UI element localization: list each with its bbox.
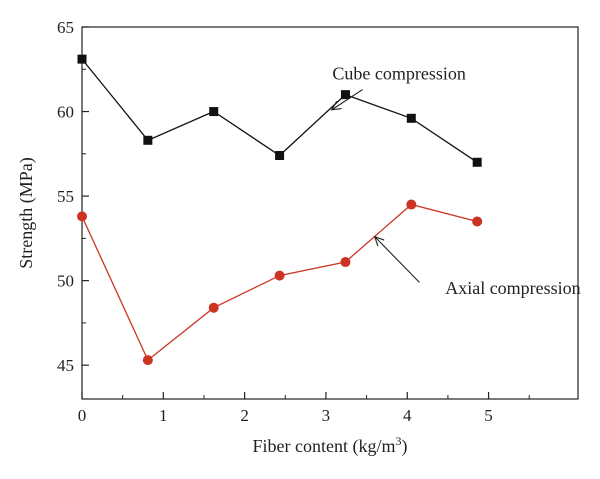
- data-point: [77, 211, 87, 222]
- y-tick-label: 55: [57, 187, 74, 206]
- data-point: [274, 270, 285, 281]
- x-axis-label: Fiber content (kg/m3): [253, 434, 408, 457]
- x-tick-label: 5: [484, 406, 493, 425]
- x-tick-label: 3: [322, 406, 331, 425]
- data-point: [275, 151, 285, 161]
- data-point: [209, 107, 219, 117]
- data-point: [208, 302, 219, 313]
- x-axis-ticks: 0 1 2 3 4 5: [78, 392, 530, 425]
- y-tick-label: 65: [57, 18, 74, 37]
- y-axis-label: Strength (MPa): [16, 157, 37, 269]
- x-tick-label: 1: [159, 406, 168, 425]
- y-axis-ticks: 45 50 55 60 65: [57, 18, 89, 375]
- annotation-arrow-line: [374, 236, 420, 283]
- series-cube-compression: [77, 54, 482, 167]
- annotation-arrow-head: [330, 100, 342, 111]
- x-axis-label-superscript: 3: [395, 434, 401, 448]
- y-tick-label: 45: [57, 356, 74, 375]
- series-annotation-label: Axial compression: [445, 278, 580, 298]
- data-point: [77, 54, 87, 64]
- x-tick-label: 2: [240, 406, 249, 425]
- data-point: [142, 355, 153, 366]
- data-point: [340, 90, 350, 100]
- x-tick-label: 0: [78, 406, 87, 425]
- annotation-layer: Cube compression Axial compression: [330, 63, 581, 298]
- data-point: [340, 257, 351, 268]
- data-point: [406, 113, 416, 123]
- y-tick-label: 50: [57, 272, 74, 291]
- data-point: [406, 199, 417, 210]
- series-axial-compression: [77, 199, 483, 366]
- data-point: [472, 216, 483, 227]
- annotation-arrow-head: [373, 235, 385, 247]
- annotation-arrow-line: [331, 89, 363, 111]
- series-layer: [77, 54, 483, 366]
- data-point: [143, 135, 153, 145]
- x-axis-label-end: ): [401, 436, 407, 457]
- series-annotation-label: Cube compression: [332, 63, 465, 83]
- data-point: [472, 157, 482, 167]
- y-tick-label: 60: [57, 103, 74, 122]
- x-tick-label: 4: [403, 406, 412, 425]
- plot-frame: [81, 26, 579, 400]
- series-line: [81, 203, 478, 362]
